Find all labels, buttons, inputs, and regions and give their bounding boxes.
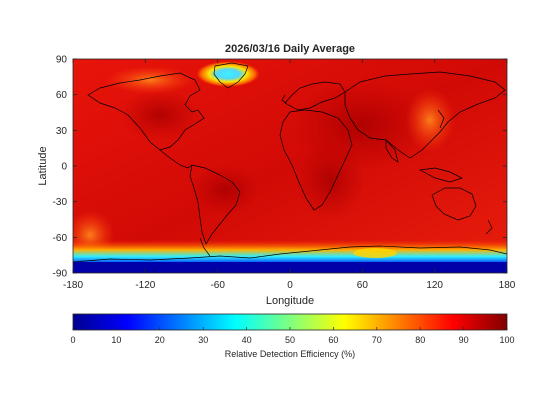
colorbar-tick-label: 90 bbox=[459, 335, 469, 345]
heatmap-feature-yellow-indian bbox=[353, 248, 397, 258]
coastline-new-zealand bbox=[485, 219, 493, 235]
y-tick-label: -90 bbox=[53, 269, 68, 280]
colorbar-tick-label: 70 bbox=[372, 335, 382, 345]
coastline-europe bbox=[284, 81, 346, 111]
colorbar-label: Relative Detection Efficiency (%) bbox=[225, 349, 355, 359]
heatmap-feature-dark-namerica bbox=[120, 90, 200, 140]
chart-title: 2026/03/16 Daily Average bbox=[225, 43, 355, 55]
coastline-japan bbox=[437, 109, 445, 129]
y-tick-label: 90 bbox=[56, 55, 68, 66]
x-tick-label: 180 bbox=[499, 280, 516, 291]
y-tick-label: -30 bbox=[53, 197, 68, 208]
colorbar-tick-label: 100 bbox=[499, 335, 514, 345]
colorbar-tick-label: 10 bbox=[111, 335, 121, 345]
colorbar-ticks: 0 10 20 30 40 50 60 70 80 90 100 bbox=[70, 327, 515, 345]
colorbar-tick-label: 20 bbox=[155, 335, 165, 345]
coastline-antarctic-peninsula bbox=[199, 237, 211, 257]
coastline-india bbox=[385, 139, 399, 163]
coastline-south-america bbox=[189, 164, 241, 245]
x-tick-label: 0 bbox=[287, 280, 293, 291]
heatmap-feature-orange-eastasia bbox=[405, 88, 455, 152]
x-axis-ticks: -180 -120 -60 0 60 120 180 bbox=[63, 59, 516, 291]
heatmap-feature-greenland-low bbox=[196, 61, 260, 87]
x-tick-label: -120 bbox=[135, 280, 155, 291]
colorbar-tick-label: 60 bbox=[328, 335, 338, 345]
heatmap-feature-dark-africa bbox=[295, 140, 365, 220]
colorbar-tick-label: 80 bbox=[415, 335, 425, 345]
coastline-central-america bbox=[159, 149, 193, 169]
coastline-africa bbox=[279, 109, 353, 211]
heatmap-area bbox=[73, 59, 507, 273]
colorbar-tick-label: 30 bbox=[198, 335, 208, 345]
y-axis-ticks: 90 60 30 0 -30 -60 -90 bbox=[53, 55, 507, 280]
colorbar-tick-label: 0 bbox=[70, 335, 75, 345]
heatmap-feature-dark-samerica bbox=[190, 165, 260, 215]
coastlines bbox=[73, 62, 507, 263]
coastline-greenland bbox=[213, 62, 249, 89]
colorbar-tick-label: 50 bbox=[285, 335, 295, 345]
y-tick-label: -60 bbox=[53, 233, 68, 244]
y-tick-label: 60 bbox=[56, 90, 68, 101]
x-axis-label: Longitude bbox=[266, 295, 314, 307]
coastline-antarctica bbox=[73, 245, 507, 263]
coastline-indonesia bbox=[418, 167, 463, 183]
coastline-australia bbox=[431, 187, 477, 221]
coastline-asia bbox=[344, 71, 506, 159]
x-tick-label: 60 bbox=[357, 280, 369, 291]
x-tick-label: -180 bbox=[63, 280, 83, 291]
coastline-uk bbox=[281, 94, 287, 104]
y-axis-label: Latitude bbox=[37, 146, 49, 185]
y-tick-label: 30 bbox=[56, 126, 68, 137]
heatmap-feature-antarctic-floor bbox=[73, 262, 507, 273]
x-tick-label: -60 bbox=[210, 280, 225, 291]
x-tick-label: 120 bbox=[426, 280, 443, 291]
coastline-north-america bbox=[87, 72, 205, 151]
y-tick-label: 0 bbox=[61, 162, 67, 173]
heatmap-feature-orange-arctic bbox=[105, 66, 195, 94]
colorbar-tick-label: 40 bbox=[242, 335, 252, 345]
